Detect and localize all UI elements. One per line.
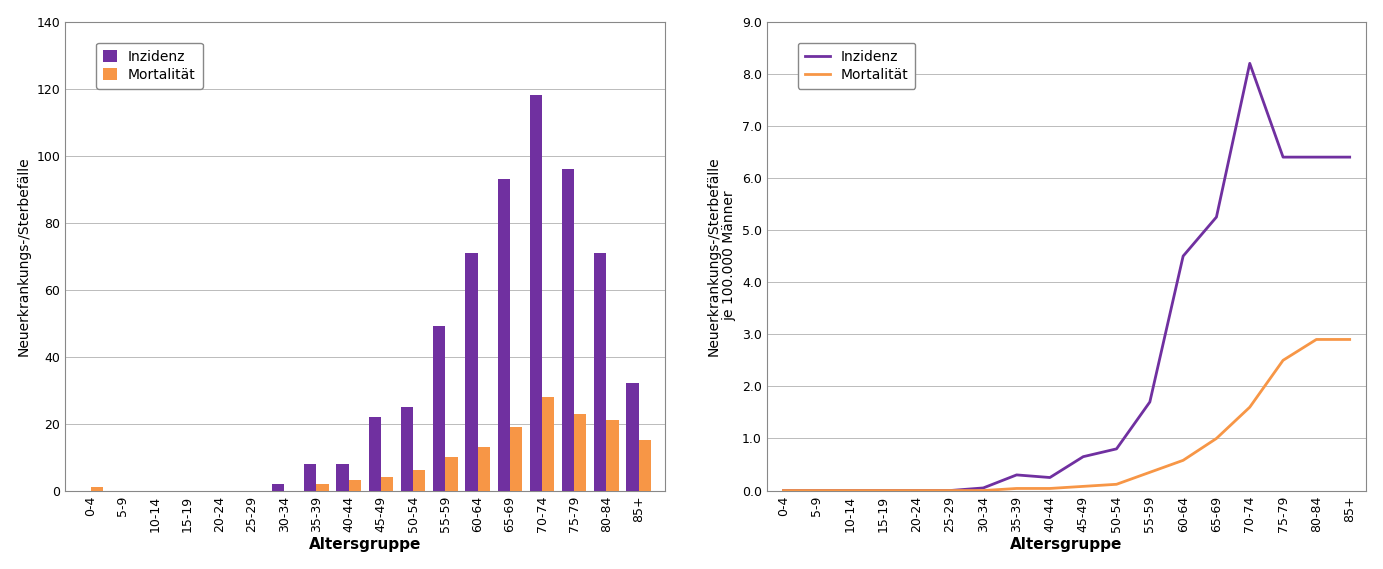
Bar xyxy=(530,96,542,490)
Bar xyxy=(380,477,393,490)
Bar xyxy=(272,484,284,490)
Bar xyxy=(465,253,477,490)
Inzidenz xyxy=(942,487,958,494)
Mortalität xyxy=(1308,336,1325,343)
Mortalität xyxy=(842,487,859,494)
Mortalität xyxy=(975,487,992,494)
Y-axis label: Neuerkrankungs-/Sterbefälle
je 100.000 Männer: Neuerkrankungs-/Sterbefälle je 100.000 M… xyxy=(707,156,736,356)
Mortalität xyxy=(1041,485,1058,492)
Legend: Inzidenz, Mortalität: Inzidenz, Mortalität xyxy=(798,43,916,89)
Bar xyxy=(349,480,361,490)
Inzidenz xyxy=(1308,154,1325,160)
Bar xyxy=(91,487,102,490)
Bar xyxy=(498,179,510,490)
Mortalität xyxy=(1141,469,1158,476)
Mortalität xyxy=(774,487,791,494)
Bar xyxy=(561,169,574,490)
Mortalität xyxy=(1275,357,1292,364)
Inzidenz xyxy=(809,487,826,494)
Mortalität xyxy=(909,487,925,494)
Mortalität xyxy=(1209,435,1225,442)
Mortalität xyxy=(1075,483,1091,490)
Bar xyxy=(369,417,380,490)
X-axis label: Altersgruppe: Altersgruppe xyxy=(308,537,420,552)
Mortalität xyxy=(1242,404,1259,411)
Mortalität xyxy=(1342,336,1358,343)
Bar xyxy=(401,407,414,490)
Bar xyxy=(433,327,445,490)
Bar xyxy=(477,447,490,490)
Mortalität xyxy=(942,487,958,494)
Bar xyxy=(542,397,555,490)
Bar xyxy=(304,464,317,490)
Bar xyxy=(595,253,607,490)
Mortalität xyxy=(1174,457,1191,464)
Mortalität xyxy=(875,487,892,494)
Bar xyxy=(510,427,521,490)
Inzidenz xyxy=(1108,446,1124,452)
Inzidenz xyxy=(1174,253,1191,259)
Inzidenz xyxy=(909,487,925,494)
Inzidenz xyxy=(1242,60,1259,67)
Bar xyxy=(639,440,651,490)
Inzidenz xyxy=(1275,154,1292,160)
Inzidenz xyxy=(774,487,791,494)
Inzidenz xyxy=(1041,474,1058,481)
Bar xyxy=(626,384,639,490)
Inzidenz xyxy=(1209,213,1225,220)
Mortalität xyxy=(1008,485,1025,492)
Bar xyxy=(574,414,586,490)
Legend: Inzidenz, Mortalität: Inzidenz, Mortalität xyxy=(95,43,202,89)
X-axis label: Altersgruppe: Altersgruppe xyxy=(1011,537,1123,552)
Mortalität xyxy=(809,487,826,494)
Y-axis label: Neuerkrankungs-/Sterbefälle: Neuerkrankungs-/Sterbefälle xyxy=(17,156,30,356)
Line: Inzidenz: Inzidenz xyxy=(783,63,1350,490)
Bar xyxy=(317,484,329,490)
Inzidenz xyxy=(842,487,859,494)
Inzidenz xyxy=(1141,398,1158,405)
Bar xyxy=(607,420,618,490)
Inzidenz xyxy=(1075,453,1091,460)
Inzidenz xyxy=(875,487,892,494)
Inzidenz xyxy=(1008,472,1025,479)
Bar xyxy=(414,471,426,490)
Bar xyxy=(445,457,458,490)
Inzidenz xyxy=(1342,154,1358,160)
Mortalität xyxy=(1108,481,1124,488)
Bar xyxy=(336,464,349,490)
Line: Mortalität: Mortalität xyxy=(783,340,1350,490)
Inzidenz xyxy=(975,485,992,492)
